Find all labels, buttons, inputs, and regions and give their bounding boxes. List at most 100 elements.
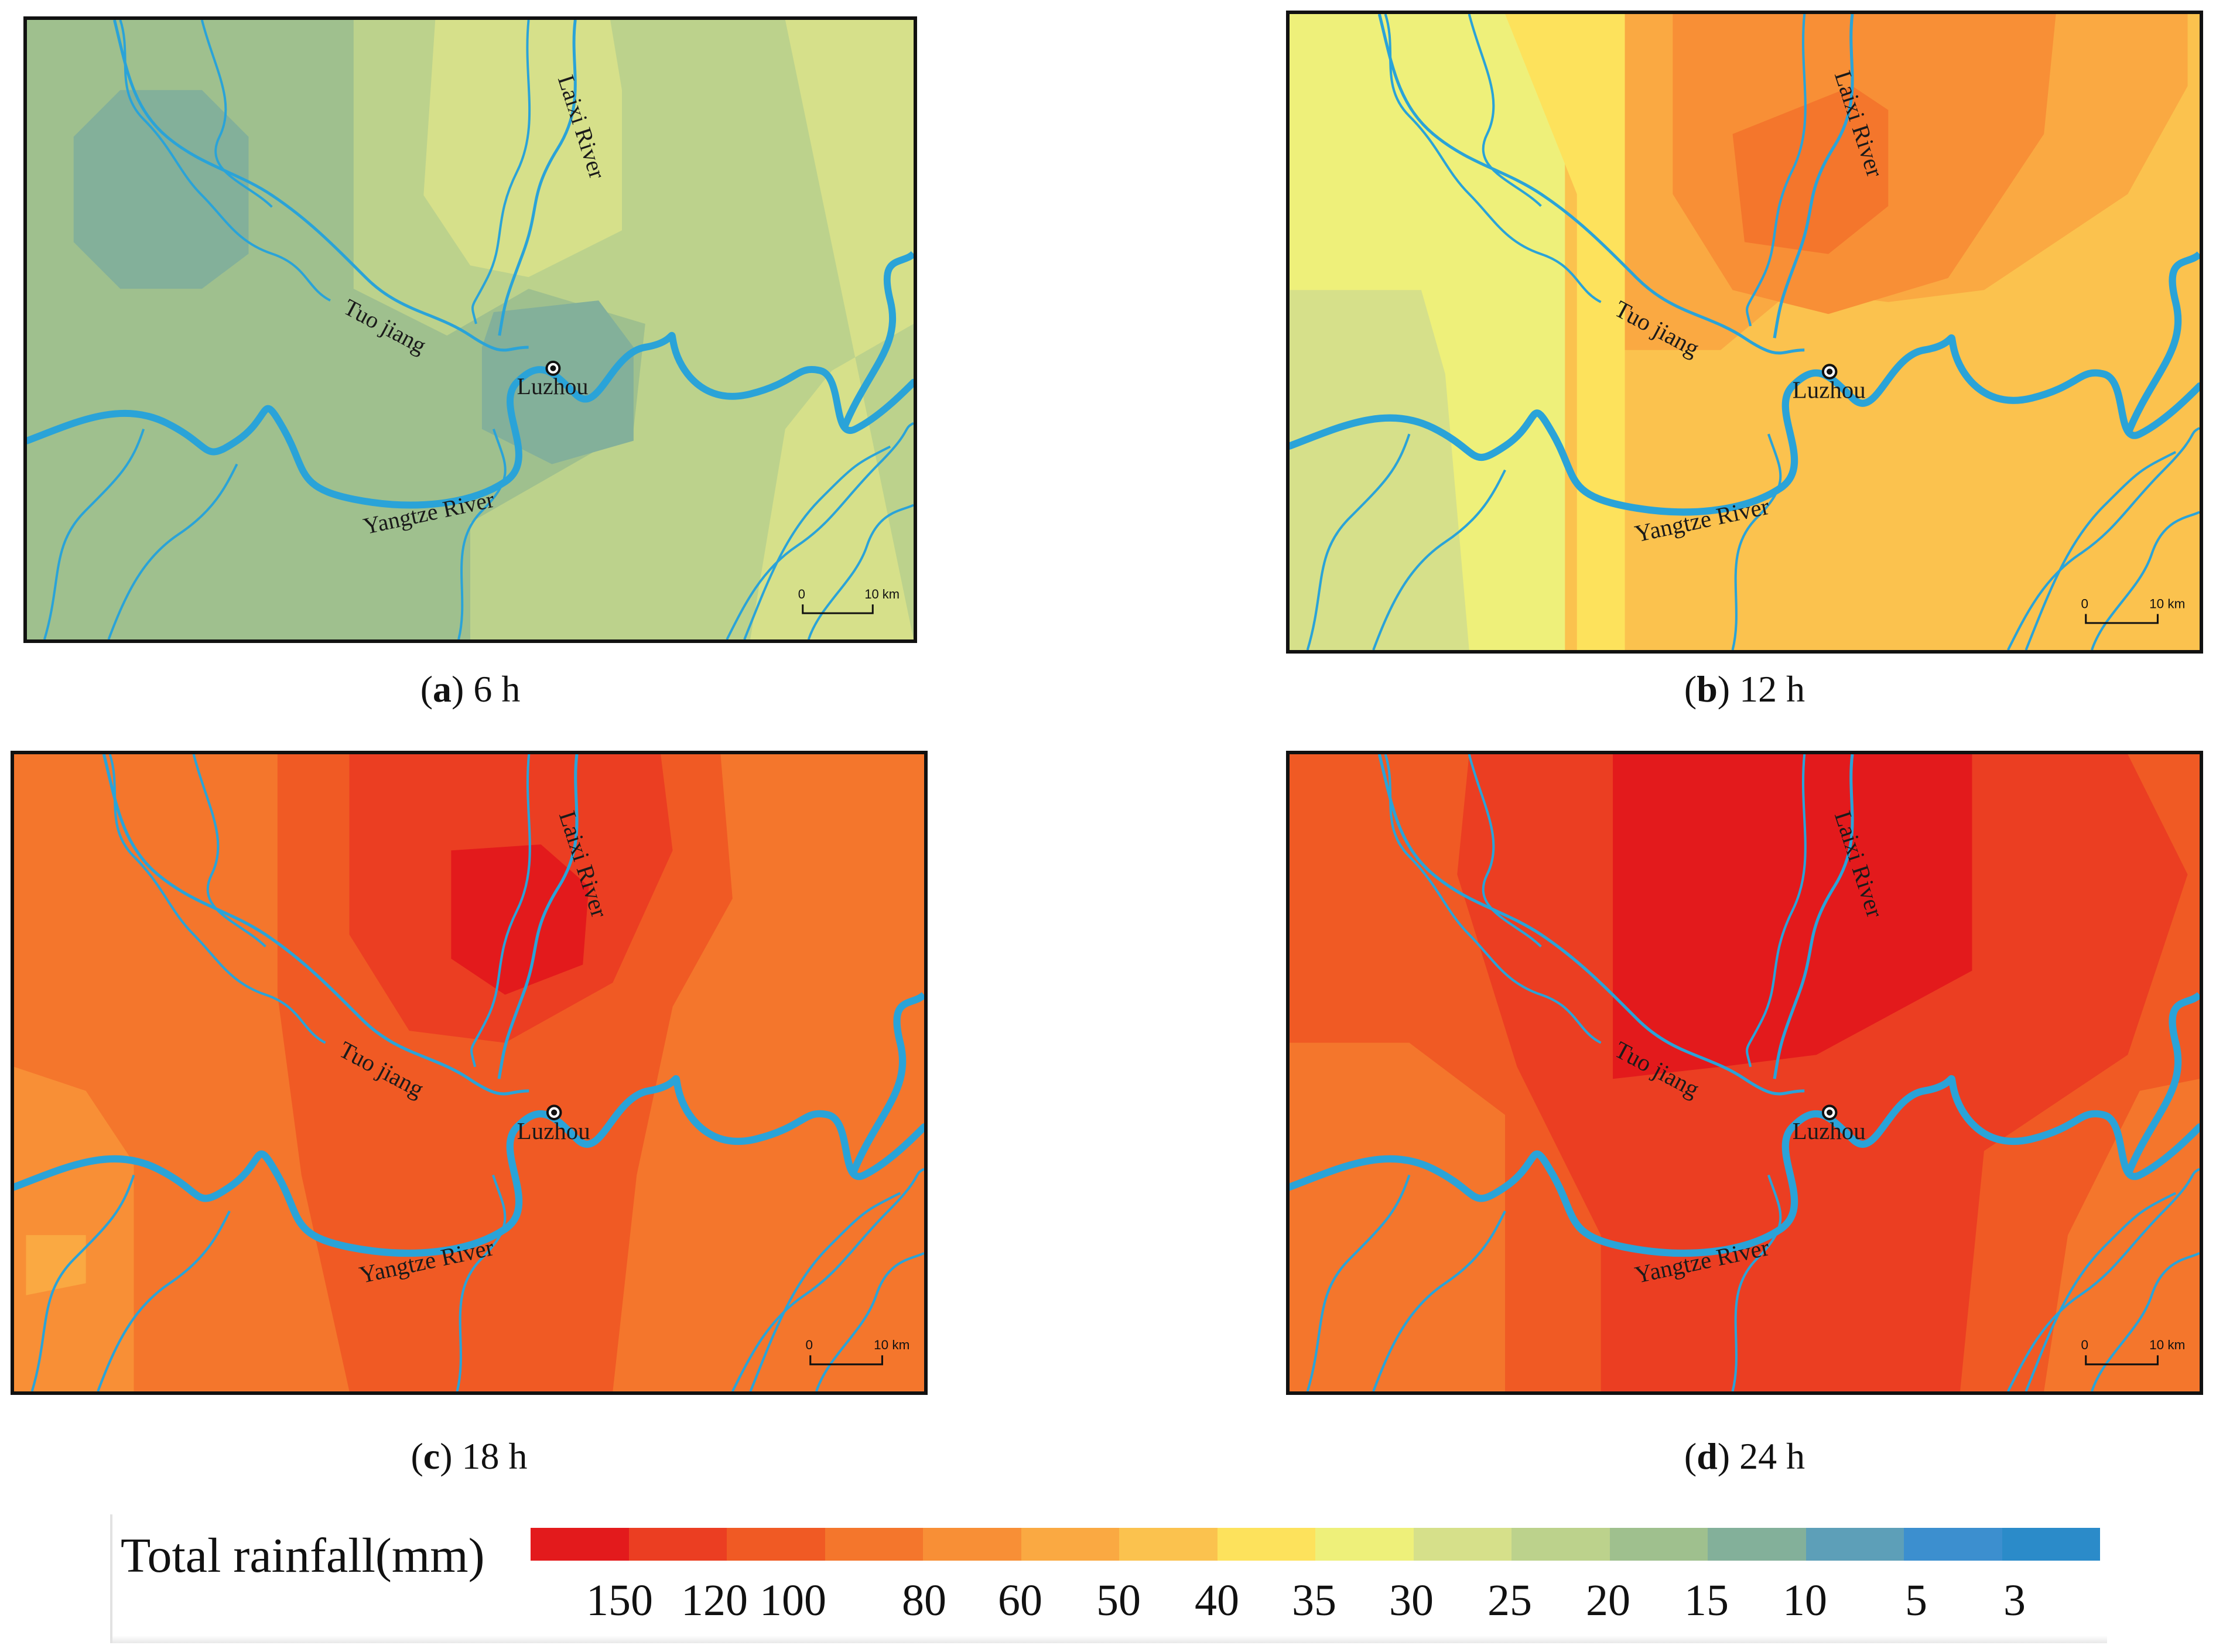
- legend-swatch: [1511, 1528, 1610, 1561]
- tributary: [107, 463, 238, 640]
- tributary: [749, 1192, 901, 1392]
- tributary: [1746, 754, 1807, 1068]
- rainfall-zone: [26, 1235, 86, 1295]
- rainfall-zone: [2044, 1079, 2200, 1391]
- legend-swatch: [1315, 1528, 1414, 1561]
- scale-label-ten-km: 10 km: [874, 1338, 909, 1352]
- tributary: [108, 754, 326, 1044]
- tributary: [1731, 433, 1782, 651]
- tuo-jiang-river: [1377, 13, 1805, 355]
- legend-tick-label: 35: [1292, 1576, 1336, 1625]
- caption-panel-b: (b) 12 h: [1684, 668, 1805, 710]
- tributary: [200, 19, 273, 208]
- city-label-luzhou: Luzhou: [517, 373, 589, 399]
- tributary: [1306, 1174, 1411, 1392]
- yangtze-river: [11, 1075, 928, 1257]
- legend-swatch: [1119, 1528, 1218, 1561]
- legend-tick-label: 150: [586, 1576, 653, 1625]
- legend-swatch: [1217, 1528, 1315, 1561]
- tributary: [119, 19, 331, 302]
- legend-swatch: [825, 1528, 923, 1561]
- legend-tick-label: 30: [1389, 1576, 1434, 1625]
- scale-label-zero: 0: [798, 587, 805, 601]
- scale-bar: 0 10 km: [2081, 596, 2185, 624]
- map-frame: [1286, 11, 2203, 654]
- legend-tick-label: 100: [760, 1576, 826, 1625]
- legend-tick-label: 10: [1783, 1576, 1827, 1625]
- laixi-river: [498, 19, 577, 336]
- map-panel-24h: Laixi River Tuo jiang Yangtze River Luzhou 0…: [1286, 751, 2203, 1395]
- rainfall-zone: [423, 20, 622, 278]
- tributary: [470, 754, 531, 1068]
- legend-tick-label: 50: [1096, 1576, 1141, 1625]
- rainfall-zone: [481, 300, 634, 464]
- tributary: [43, 429, 145, 640]
- legend-tick-label: 3: [2003, 1576, 2026, 1625]
- legend-swatch: [1413, 1528, 1511, 1561]
- tributary: [30, 1174, 135, 1392]
- laixi-river: [1773, 754, 1854, 1079]
- tributary: [1468, 13, 1542, 207]
- yangtze-river: [23, 331, 917, 509]
- scale-label-ten-km: 10 km: [2149, 596, 2185, 611]
- tributary: [2025, 1192, 2177, 1392]
- caption-panel-d: (d) 24 h: [1684, 1435, 1805, 1477]
- tributary: [743, 445, 891, 640]
- scale-label-zero: 0: [2081, 1338, 2089, 1352]
- city-marker-dot: [551, 1109, 558, 1116]
- tributary: [457, 429, 507, 640]
- rainfall-zone: [750, 20, 914, 639]
- city-marker-dot: [550, 365, 556, 371]
- legend-tick-label: 60: [998, 1576, 1042, 1625]
- legend-swatch: [1021, 1528, 1119, 1561]
- tributary: [1384, 13, 1602, 303]
- caption-panel-c: (c) 18 h: [411, 1435, 528, 1477]
- rainfall-zone: [1505, 14, 1625, 650]
- scale-bar: 0 10 km: [806, 1338, 909, 1366]
- legend-tick-label: 15: [1684, 1576, 1729, 1625]
- legend-swatch: [531, 1528, 629, 1561]
- rainfall-zone: [451, 844, 589, 995]
- tributary: [2007, 1168, 2200, 1392]
- rainfall-zone: [14, 1066, 134, 1391]
- legend-tick-label: 25: [1487, 1576, 1532, 1625]
- tributary: [1372, 1210, 1506, 1392]
- tributary: [1372, 469, 1506, 651]
- map-frame: [1286, 751, 2203, 1395]
- tributary: [1731, 1174, 1782, 1392]
- legend-swatch: [727, 1528, 825, 1561]
- laixi-river: [497, 754, 579, 1079]
- scale-bar: 0 10 km: [2081, 1338, 2185, 1366]
- scale-label-zero: 0: [806, 1338, 813, 1352]
- tributary: [1746, 13, 1807, 327]
- rainfall-zone: [1613, 754, 1972, 1079]
- yangtze-river: [1286, 1075, 2203, 1257]
- legend-title: Total rainfall(mm): [121, 1528, 485, 1583]
- scale-label-ten-km: 10 km: [2149, 1338, 2185, 1352]
- tributary: [1306, 433, 1411, 651]
- legend-tick-label: 40: [1195, 1576, 1239, 1625]
- tributary: [471, 19, 531, 324]
- rainfall-zone: [1290, 1042, 1506, 1391]
- tributary: [726, 422, 914, 640]
- map-panel-6h: Laixi River Tuo jiang Yangtze River Luzhou 0…: [23, 16, 917, 643]
- laixi-river: [1773, 13, 1854, 338]
- city-label-luzhou: Luzhou: [1793, 377, 1866, 403]
- map-frame: [11, 751, 928, 1395]
- tributary: [192, 754, 266, 948]
- tributary: [2025, 451, 2177, 651]
- scale-bar: 0 10 km: [798, 587, 900, 614]
- legend-swatch: [923, 1528, 1021, 1561]
- tributary: [97, 1210, 231, 1392]
- tuo-jiang-river: [1377, 754, 1805, 1096]
- tributary: [1384, 754, 1602, 1044]
- legend-swatch: [628, 1528, 727, 1561]
- legend-swatch: [1805, 1528, 1904, 1561]
- legend-tick-label: 20: [1586, 1576, 1630, 1625]
- scale-label-zero: 0: [2081, 596, 2089, 611]
- tributary: [1468, 754, 1542, 948]
- legend-tick-label: 5: [1905, 1576, 1927, 1625]
